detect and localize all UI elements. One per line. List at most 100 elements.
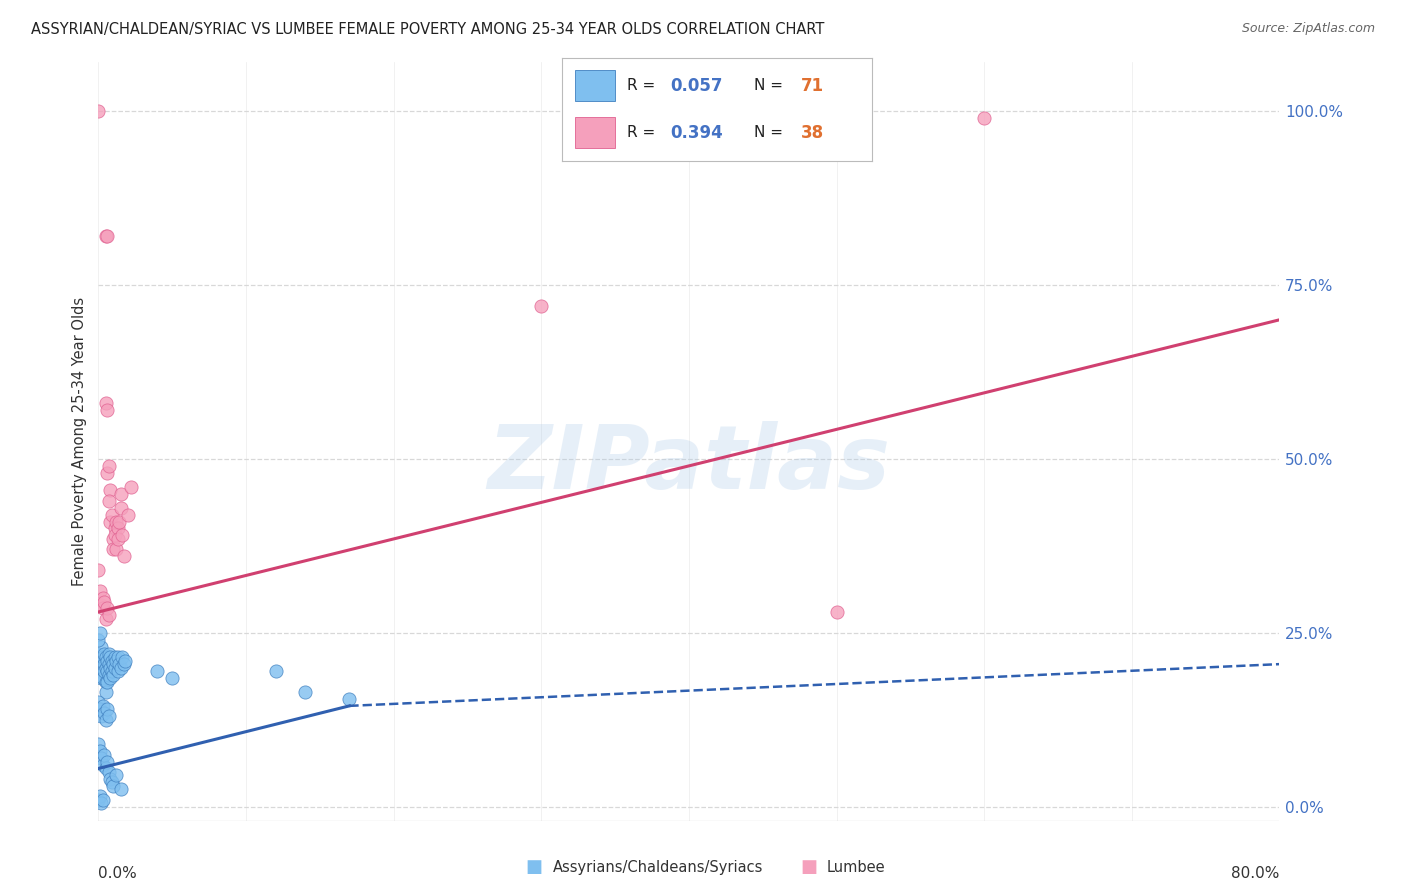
Text: R =: R =	[627, 126, 661, 140]
Point	[97, 647, 120, 661]
Point	[120, 480, 142, 494]
Point	[530, 299, 553, 313]
Point	[97, 608, 120, 623]
Point	[91, 671, 114, 685]
Point	[93, 594, 115, 608]
Point	[103, 657, 125, 672]
Point	[264, 664, 287, 678]
Text: R =: R =	[627, 78, 661, 93]
Point	[91, 601, 114, 615]
Point	[94, 762, 117, 776]
Text: Assyrians/Chaldeans/Syriacs: Assyrians/Chaldeans/Syriacs	[553, 860, 763, 874]
Point	[90, 797, 112, 811]
Point	[87, 563, 110, 577]
Point	[107, 521, 129, 535]
Point	[110, 782, 132, 797]
Point	[94, 229, 117, 244]
Point	[108, 515, 131, 529]
Point	[107, 650, 129, 665]
Point	[87, 695, 110, 709]
Point	[103, 542, 125, 557]
Point	[93, 647, 115, 661]
Point	[89, 789, 111, 804]
Point	[97, 709, 120, 723]
Point	[100, 508, 122, 522]
Point	[87, 793, 110, 807]
Point	[90, 709, 112, 723]
Point	[91, 660, 114, 674]
Text: 0.394: 0.394	[671, 124, 724, 142]
Point	[100, 654, 122, 668]
Point	[91, 758, 114, 772]
Text: Lumbee: Lumbee	[827, 860, 886, 874]
Point	[90, 598, 112, 612]
Point	[108, 657, 131, 672]
Point	[104, 528, 127, 542]
Text: ZIPatlas: ZIPatlas	[488, 421, 890, 508]
Point	[91, 698, 114, 713]
Point	[91, 793, 114, 807]
Point	[104, 650, 127, 665]
Point	[105, 542, 128, 557]
Point	[90, 671, 112, 685]
Point	[97, 458, 120, 473]
Point	[96, 664, 118, 678]
Point	[87, 647, 110, 661]
Point	[94, 396, 117, 410]
Point	[94, 612, 117, 626]
Point	[87, 632, 110, 647]
Point	[87, 104, 110, 119]
Point	[339, 692, 361, 706]
Point	[98, 515, 121, 529]
Point	[89, 584, 111, 599]
Point	[112, 549, 135, 564]
Point	[93, 706, 115, 720]
Point	[90, 751, 112, 765]
Point	[96, 403, 118, 417]
Point	[97, 657, 120, 672]
Point	[87, 737, 110, 751]
Point	[98, 671, 121, 685]
Point	[94, 713, 117, 727]
Point	[107, 532, 129, 546]
Text: Source: ZipAtlas.com: Source: ZipAtlas.com	[1241, 22, 1375, 36]
Point	[973, 111, 995, 125]
Y-axis label: Female Poverty Among 25-34 Year Olds: Female Poverty Among 25-34 Year Olds	[72, 297, 87, 586]
Point	[89, 744, 111, 758]
Bar	[575, 70, 614, 101]
Point	[93, 657, 115, 672]
Point	[117, 508, 139, 522]
Point	[94, 660, 117, 674]
Point	[94, 650, 117, 665]
Text: N =: N =	[754, 78, 787, 93]
Point	[96, 755, 118, 769]
Point	[105, 515, 128, 529]
Point	[94, 685, 117, 699]
Point	[91, 591, 114, 605]
Point	[90, 640, 112, 654]
Point	[107, 664, 129, 678]
Point	[105, 768, 128, 782]
Point	[93, 747, 115, 762]
Point	[111, 528, 134, 542]
Point	[98, 483, 121, 498]
Point	[162, 671, 183, 685]
Point	[97, 667, 120, 681]
Point	[146, 664, 169, 678]
Point	[96, 702, 118, 716]
Point	[110, 660, 132, 674]
Point	[110, 486, 132, 500]
Text: 0.057: 0.057	[671, 77, 723, 95]
Point	[97, 764, 120, 779]
Point	[111, 650, 134, 665]
Point	[91, 650, 114, 665]
Point	[98, 772, 121, 786]
Point	[96, 229, 118, 244]
Point	[98, 660, 121, 674]
Point	[104, 660, 127, 674]
Point	[96, 601, 118, 615]
Point	[103, 532, 125, 546]
Text: ■: ■	[800, 858, 817, 876]
Point	[94, 674, 117, 689]
Point	[112, 657, 135, 672]
